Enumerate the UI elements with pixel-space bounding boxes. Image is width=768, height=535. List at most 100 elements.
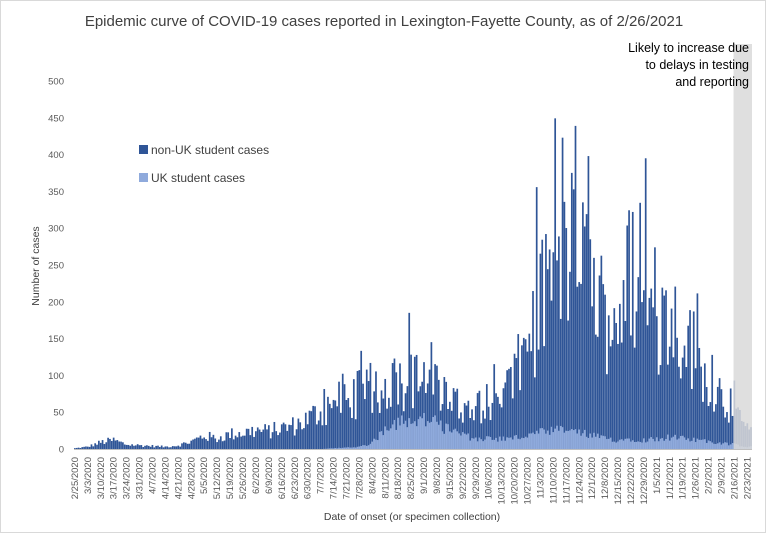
bar-non-uk [406, 386, 409, 449]
x-tick-label: 3/3/2020 [83, 457, 94, 494]
bar-non-uk [234, 435, 237, 449]
bar-uk [517, 438, 520, 449]
bar-non-uk [722, 406, 725, 449]
bar-non-uk [641, 302, 643, 449]
x-tick-label: 3/17/2020 [109, 457, 120, 499]
bar-uk [694, 442, 697, 449]
bar-uk [713, 443, 715, 449]
bar-non-uk [168, 447, 170, 449]
x-tick-label: 8/11/2020 [380, 457, 391, 499]
bar-non-uk [644, 158, 647, 449]
x-tick-label: 3/24/2020 [122, 457, 133, 499]
x-tick-label: 11/17/2020 [561, 457, 572, 504]
bar-uk [522, 438, 525, 449]
bar-uk [731, 442, 734, 449]
bar-uk [554, 428, 557, 449]
bar-non-uk [323, 388, 326, 449]
bar-non-uk [382, 398, 385, 449]
bar-non-uk [216, 442, 218, 449]
x-tick-label: 5/12/2020 [212, 457, 223, 499]
bar-uk [583, 429, 586, 449]
bar-uk [412, 423, 414, 449]
x-tick-label: 11/24/2020 [574, 457, 585, 504]
bar-uk [417, 419, 420, 449]
bar-uk [419, 416, 422, 449]
bar-uk [715, 443, 717, 449]
bar-non-uk [508, 368, 510, 449]
bar-non-uk [425, 392, 427, 449]
bar-non-uk [275, 431, 278, 449]
bar-non-uk [251, 426, 254, 449]
bar-uk [626, 438, 629, 449]
bar-uk [676, 439, 678, 449]
bar-non-uk [709, 402, 712, 449]
bar-non-uk [545, 234, 547, 449]
bar-uk [449, 431, 451, 449]
bar-uk [495, 437, 497, 449]
bar-non-uk [188, 443, 191, 449]
bar-non-uk [543, 346, 545, 449]
bar-uk [450, 432, 453, 449]
bar-non-uk [679, 378, 682, 449]
bar-non-uk [726, 412, 728, 449]
bar-non-uk [522, 337, 525, 449]
bar-non-uk [127, 444, 130, 449]
bar-uk [646, 441, 649, 449]
y-axis: 0 50 100 150 200 250 300 350 400 450 500 [48, 77, 64, 456]
bar-uk [624, 438, 627, 449]
bar-non-uk [306, 424, 309, 449]
bar-non-uk [107, 437, 109, 449]
bar-uk [389, 428, 392, 449]
bar-non-uk [351, 417, 353, 449]
bar-uk [397, 417, 399, 449]
bar-uk [657, 441, 660, 449]
bar-uk [373, 438, 375, 449]
bar-non-uk [445, 381, 448, 449]
bar-uk [668, 440, 671, 449]
bar-uk [502, 436, 505, 449]
bar-non-uk [133, 445, 135, 449]
bar-non-uk [316, 424, 318, 449]
bar-uk [615, 442, 617, 449]
bar-uk [434, 415, 436, 449]
bar-uk [508, 437, 510, 449]
bar-non-uk [456, 388, 459, 449]
bar-non-uk [567, 320, 569, 449]
bar-non-uk [129, 445, 132, 449]
bar-non-uk [262, 429, 265, 449]
bar-non-uk [596, 336, 599, 449]
bar-non-uk [493, 364, 496, 449]
bar-non-uk [637, 277, 640, 449]
bar-uk [576, 433, 579, 449]
bar-uk [574, 429, 577, 449]
x-tick-label: 2/25/2020 [70, 457, 81, 499]
bar-non-uk [550, 300, 553, 449]
bar-non-uk [362, 383, 364, 449]
bar-uk [709, 441, 712, 449]
x-tick-label: 7/28/2020 [354, 457, 365, 499]
bar-uk [661, 438, 664, 449]
bar-non-uk [663, 295, 666, 449]
bar-uk [548, 434, 551, 449]
bar-uk [504, 440, 507, 449]
bar-non-uk [336, 406, 339, 449]
bar-uk [489, 436, 492, 449]
bar-uk [546, 430, 549, 449]
bar-non-uk [74, 448, 76, 449]
bar-uk [689, 441, 691, 449]
bar-uk [425, 426, 427, 449]
bar-uk [428, 422, 431, 449]
bar-non-uk [279, 432, 281, 449]
bar-uk [552, 432, 555, 449]
x-tick-label: 4/14/2020 [160, 457, 171, 499]
bar-non-uk [702, 401, 704, 449]
bar-non-uk [122, 442, 124, 449]
bar-non-uk [485, 384, 488, 449]
bar-uk [643, 438, 645, 449]
x-tick-label: 2/23/2021 [742, 457, 753, 499]
bar-non-uk [589, 239, 592, 449]
bar-uk [696, 438, 699, 449]
x-axis-label: Date of onset (or specimen collection) [324, 511, 500, 523]
bar-non-uk [75, 447, 78, 449]
bar-non-uk [112, 437, 115, 449]
